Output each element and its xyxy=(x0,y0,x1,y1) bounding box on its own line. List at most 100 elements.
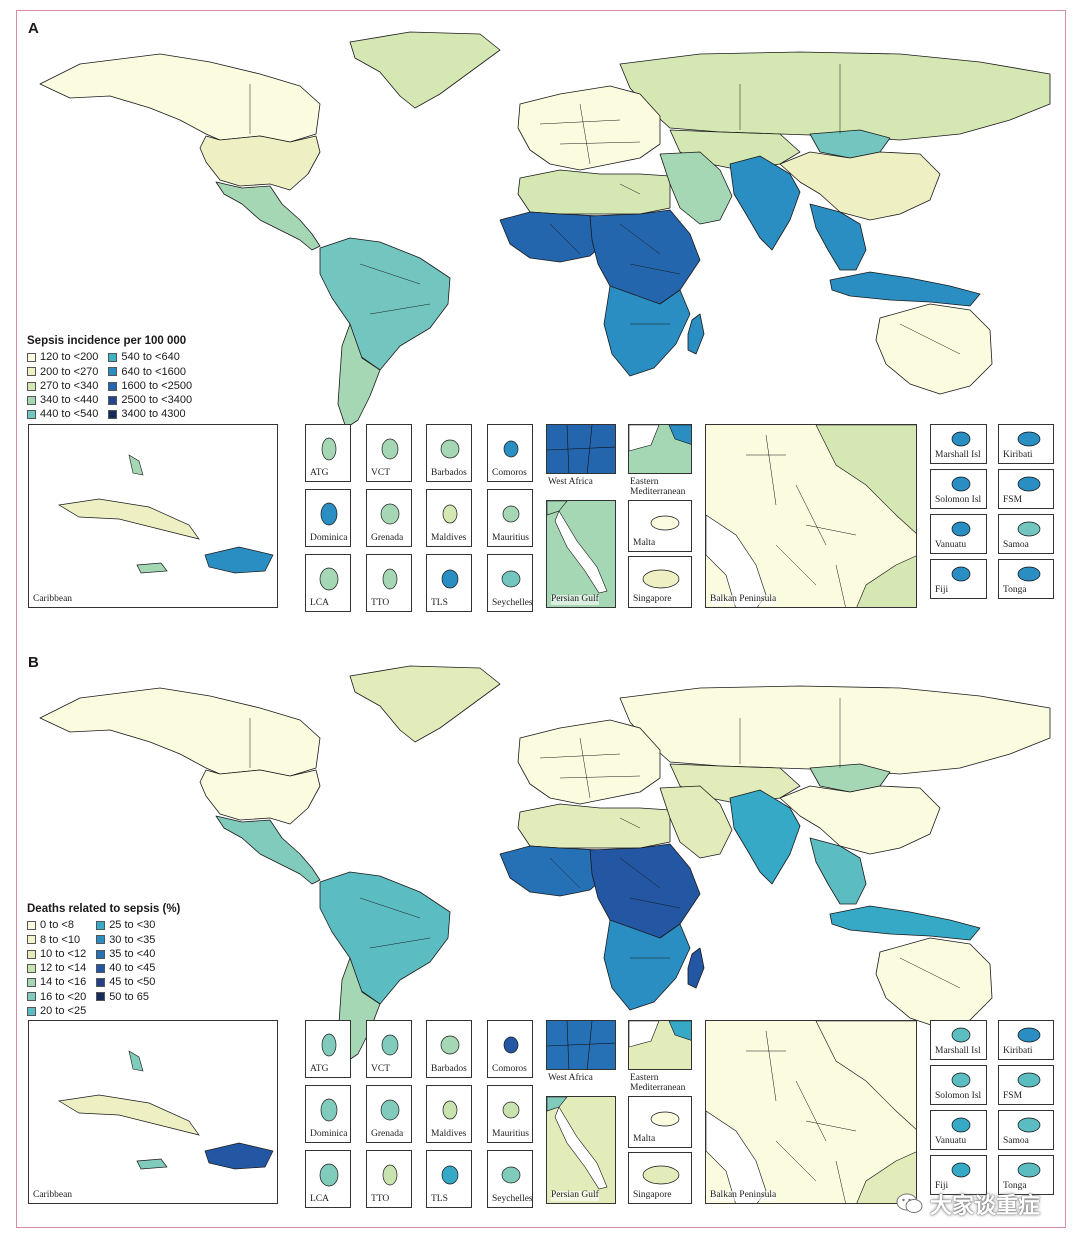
island-shape xyxy=(501,1166,521,1184)
inset-map xyxy=(629,425,691,473)
inset-label-grenada: Grenada xyxy=(371,1129,404,1140)
inset-map xyxy=(319,1163,339,1187)
inset-label-maldives: Maldives xyxy=(431,1129,467,1140)
island-shape xyxy=(320,502,338,526)
map-legend: Sepsis incidence per 100 000 120 to <200 2… xyxy=(27,334,192,422)
region-north-africa xyxy=(517,169,671,215)
inset-label-tls: TLS xyxy=(431,598,448,609)
legend-item: 40 to <45 xyxy=(96,961,155,975)
sea-adriatic xyxy=(706,514,767,607)
region-southern-africa xyxy=(603,919,691,1011)
legend-item: 440 to <540 xyxy=(27,407,98,421)
inset-label-mauritius: Mauritius xyxy=(492,533,529,544)
inset-label-solomon-isl: Solomon Isl xyxy=(935,495,982,506)
country-border xyxy=(547,1021,615,1069)
legend-item: 25 to <30 xyxy=(96,918,155,932)
inset-map xyxy=(319,567,339,591)
region-india xyxy=(729,789,801,885)
country-border xyxy=(539,119,621,125)
country-shape xyxy=(815,1021,916,1130)
inset-map xyxy=(951,566,971,582)
legend-swatch xyxy=(108,410,118,420)
region-china xyxy=(779,785,941,855)
country-border xyxy=(746,1030,857,1203)
region-greenland xyxy=(349,665,501,743)
legend-label: 340 to <440 xyxy=(40,394,99,407)
legend-label: 12 to <14 xyxy=(40,962,87,975)
inset-map xyxy=(441,1165,459,1185)
legend-swatch xyxy=(96,978,106,988)
inset-singapore: Singapore xyxy=(628,556,692,608)
inset-label-dominica: Dominica xyxy=(310,533,348,544)
island-shape xyxy=(442,1100,458,1120)
island-shape xyxy=(502,1101,520,1119)
inset-label-balkan-peninsula: Balkan Peninsula xyxy=(710,594,777,605)
island-shape xyxy=(321,1033,337,1057)
legend-item: 30 to <35 xyxy=(96,933,155,947)
map-legend: Deaths related to sepsis (%) 0 to <8 8 to … xyxy=(27,902,180,1018)
country-border xyxy=(359,897,421,919)
legend-label: 40 to <45 xyxy=(109,962,156,975)
legend-title: Sepsis incidence per 100 000 xyxy=(27,335,187,347)
legend-item: 10 to <12 xyxy=(27,947,86,961)
inset-map xyxy=(1017,1162,1041,1178)
inset-map xyxy=(502,1101,520,1119)
island-hispaniola xyxy=(204,1142,274,1170)
inset-grenada: Grenada xyxy=(366,1085,412,1143)
inset-label-lca: LCA xyxy=(310,598,329,609)
island-shape xyxy=(503,1036,519,1054)
inset-samoa: Samoa xyxy=(998,1110,1054,1150)
region-china xyxy=(779,151,941,221)
legend-swatch xyxy=(27,352,36,362)
inset-label-seychelles: Seychelles xyxy=(492,1194,533,1205)
region-usa xyxy=(199,135,321,191)
watermark: 大家谈重症 xyxy=(896,1188,1040,1220)
region-australia xyxy=(875,937,993,1029)
inset-map xyxy=(650,1111,680,1127)
inset-west-africa xyxy=(546,1020,616,1070)
legend-swatch xyxy=(27,978,36,988)
region-russia xyxy=(619,685,1051,775)
inset-fiji: Fiji xyxy=(930,559,987,599)
inset-dominica: Dominica xyxy=(305,489,351,547)
island-shape xyxy=(951,1162,971,1178)
island-shape xyxy=(1017,476,1041,492)
inset-label-mauritius: Mauritius xyxy=(492,1129,529,1140)
inset-label-atg: ATG xyxy=(310,468,329,479)
legend-item: 200 to <270 xyxy=(27,365,98,379)
legend-label: 540 to <640 xyxy=(121,351,180,364)
island-malta xyxy=(650,515,680,531)
legend-label: 16 to <20 xyxy=(40,990,87,1003)
inset-kiribati: Kiribati xyxy=(998,424,1054,464)
island-cuba xyxy=(57,1094,200,1136)
region-europe xyxy=(517,719,661,805)
inset-map xyxy=(547,425,615,473)
legend-swatch xyxy=(108,367,118,377)
country-border xyxy=(619,183,641,195)
legend-item: 12 to <14 xyxy=(27,961,86,975)
country-border xyxy=(549,857,581,889)
inset-map xyxy=(1017,476,1041,492)
island-shape xyxy=(1017,1162,1041,1178)
legend-item: 270 to <340 xyxy=(27,379,98,393)
island-shape xyxy=(1017,431,1041,447)
island-shape xyxy=(1017,521,1041,537)
legend-swatch xyxy=(27,367,36,377)
region-india xyxy=(729,155,801,251)
inset-caribbean: Caribbean xyxy=(28,1020,278,1204)
inset-solomon-isl: Solomon Isl xyxy=(930,1065,987,1105)
legend-label: 440 to <540 xyxy=(40,408,99,421)
legend-item: 3400 to 4300 xyxy=(108,407,192,421)
region-north-africa xyxy=(517,803,671,849)
inset-label-vct: VCT xyxy=(371,468,390,479)
island-shape xyxy=(951,521,971,537)
sea-mediterranean xyxy=(629,425,660,452)
inset-label-fsm: FSM xyxy=(1003,495,1023,506)
island-shape xyxy=(1017,1072,1041,1088)
region-central-africa xyxy=(589,843,701,939)
inset-map xyxy=(440,439,460,459)
region-south-america xyxy=(319,237,451,371)
inset-barbados: Barbados xyxy=(426,1020,472,1078)
island-shape xyxy=(951,566,971,582)
inset-barbados: Barbados xyxy=(426,424,472,482)
